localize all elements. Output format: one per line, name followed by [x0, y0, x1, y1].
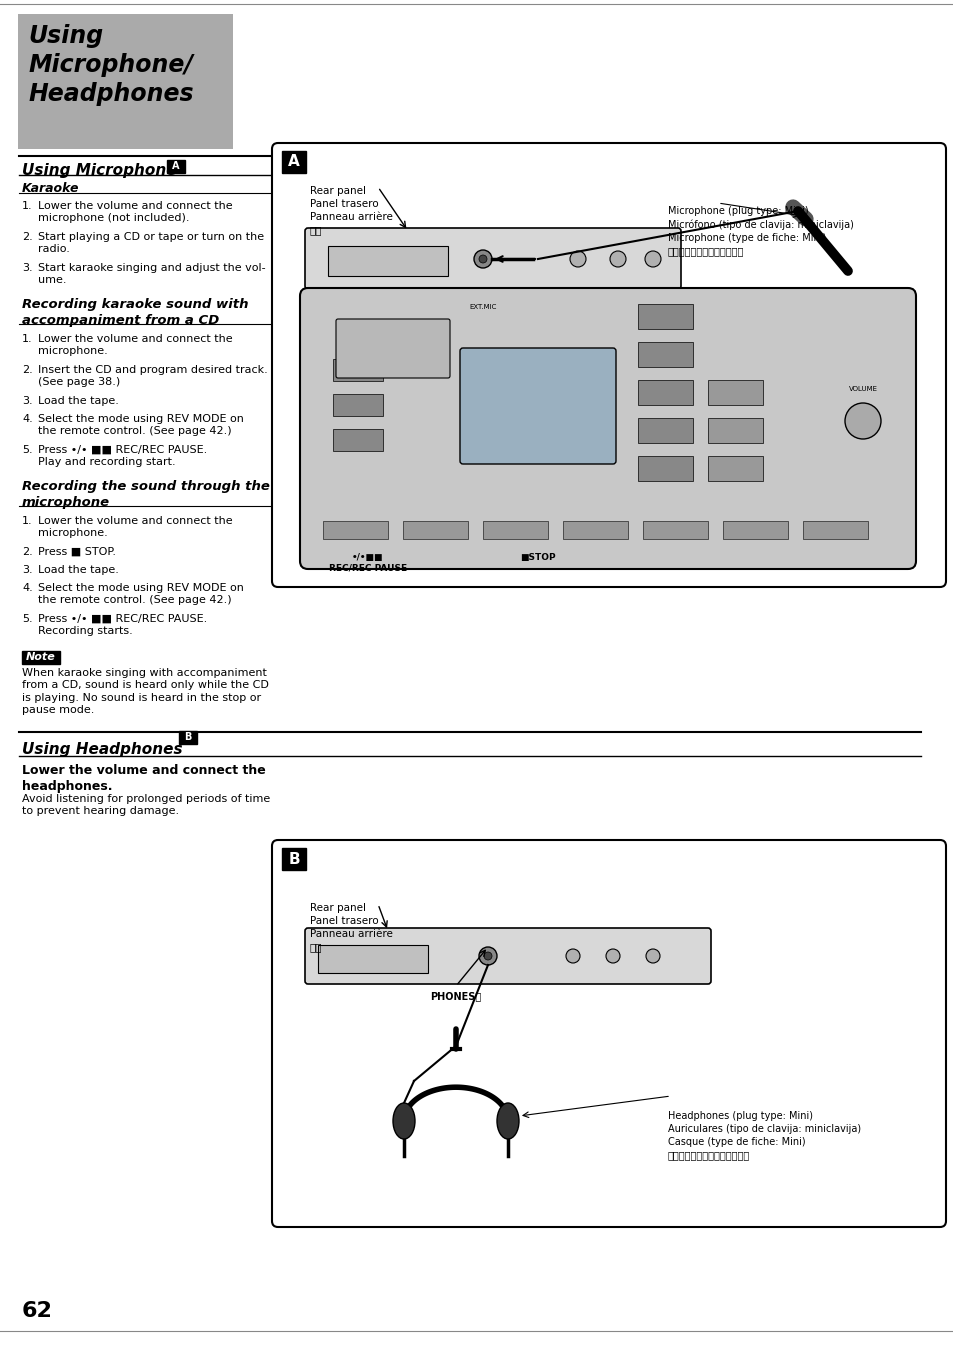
- Circle shape: [565, 948, 579, 963]
- Text: Select the mode using REV MODE on
the remote control. (See page 42.): Select the mode using REV MODE on the re…: [38, 414, 244, 436]
- Bar: [282, 151, 306, 173]
- Text: B: B: [288, 851, 299, 866]
- Text: 4.: 4.: [22, 583, 32, 594]
- Text: Recording the sound through the
microphone: Recording the sound through the micropho…: [22, 480, 270, 509]
- FancyBboxPatch shape: [299, 287, 915, 569]
- Text: Load the tape.: Load the tape.: [38, 397, 119, 406]
- Circle shape: [483, 952, 492, 960]
- Text: 2.: 2.: [22, 232, 32, 241]
- Circle shape: [644, 251, 660, 267]
- Bar: [707, 418, 762, 442]
- Circle shape: [474, 250, 492, 268]
- Text: Load the tape.: Load the tape.: [38, 565, 119, 575]
- Circle shape: [605, 948, 619, 963]
- Text: Using Microphone: Using Microphone: [22, 163, 176, 178]
- FancyBboxPatch shape: [305, 228, 680, 289]
- Text: VOLUME: VOLUME: [847, 386, 877, 393]
- Bar: [562, 521, 627, 540]
- Text: Start karaoke singing and adjust the vol-
ume.: Start karaoke singing and adjust the vol…: [38, 263, 265, 286]
- Text: Press ■ STOP.: Press ■ STOP.: [38, 546, 116, 557]
- Circle shape: [478, 255, 486, 263]
- Text: Press •/• ■■ REC/REC PAUSE.
Recording starts.: Press •/• ■■ REC/REC PAUSE. Recording st…: [38, 614, 207, 637]
- Ellipse shape: [497, 1103, 518, 1139]
- Bar: [402, 521, 468, 540]
- FancyBboxPatch shape: [459, 348, 616, 464]
- Text: Rear panel
Panel trasero
Panneau arrière
後板: Rear panel Panel trasero Panneau arrière…: [310, 186, 393, 236]
- Text: Using
Microphone/
Headphones: Using Microphone/ Headphones: [28, 24, 193, 105]
- Bar: [333, 429, 382, 451]
- Text: 3.: 3.: [22, 397, 32, 406]
- Text: Microphone (plug type: Mini)
Micrófono (tipo de clavija: miniclavija)
Microphone: Microphone (plug type: Mini) Micrófono (…: [667, 206, 853, 256]
- Text: Start playing a CD or tape or turn on the
radio.: Start playing a CD or tape or turn on th…: [38, 232, 264, 255]
- Bar: [22, 652, 60, 664]
- Circle shape: [645, 948, 659, 963]
- Text: 1.: 1.: [22, 335, 32, 344]
- Text: Select the mode using REV MODE on
the remote control. (See page 42.): Select the mode using REV MODE on the re…: [38, 583, 244, 606]
- Text: 5.: 5.: [22, 614, 32, 625]
- Bar: [707, 380, 762, 405]
- Bar: [167, 161, 185, 173]
- Circle shape: [844, 403, 880, 438]
- Text: Avoid listening for prolonged periods of time
to prevent hearing damage.: Avoid listening for prolonged periods of…: [22, 795, 270, 816]
- Text: Lower the volume and connect the
microphone.: Lower the volume and connect the microph…: [38, 335, 233, 356]
- Circle shape: [478, 947, 497, 965]
- Bar: [638, 343, 692, 367]
- Text: Recording karaoke sound with
accompaniment from a CD: Recording karaoke sound with accompanime…: [22, 298, 248, 326]
- Bar: [282, 849, 306, 870]
- Text: 4.: 4.: [22, 414, 32, 424]
- Text: 62: 62: [22, 1300, 52, 1321]
- Text: When karaoke singing with accompaniment
from a CD, sound is heard only while the: When karaoke singing with accompaniment …: [22, 668, 269, 715]
- Bar: [323, 521, 388, 540]
- Bar: [638, 456, 692, 482]
- Text: 1.: 1.: [22, 517, 32, 526]
- Text: A: A: [288, 155, 299, 170]
- Text: Karaoke: Karaoke: [22, 182, 79, 196]
- Circle shape: [569, 251, 585, 267]
- Text: 2.: 2.: [22, 366, 32, 375]
- Text: Headphones (plug type: Mini)
Auriculares (tipo de clavija: miniclavija)
Casque (: Headphones (plug type: Mini) Auriculares…: [667, 1112, 861, 1160]
- Circle shape: [609, 251, 625, 267]
- Text: 5.: 5.: [22, 445, 32, 455]
- Bar: [707, 456, 762, 482]
- Text: EXT.MIC: EXT.MIC: [469, 304, 497, 310]
- Text: A: A: [172, 161, 179, 171]
- FancyBboxPatch shape: [272, 840, 945, 1228]
- Text: PHONESⓄ: PHONESⓄ: [430, 992, 481, 1001]
- Text: Note: Note: [26, 653, 56, 662]
- Bar: [18, 13, 233, 148]
- Bar: [638, 418, 692, 442]
- Text: •/•■■
REC/REC PAUSE: •/•■■ REC/REC PAUSE: [329, 553, 407, 572]
- Bar: [638, 380, 692, 405]
- Bar: [482, 521, 547, 540]
- FancyBboxPatch shape: [305, 928, 710, 983]
- Text: Lower the volume and connect the
headphones.: Lower the volume and connect the headpho…: [22, 764, 266, 793]
- Text: B: B: [184, 733, 192, 742]
- Bar: [179, 731, 196, 745]
- Bar: [333, 359, 382, 380]
- Bar: [328, 246, 448, 277]
- Bar: [317, 946, 428, 973]
- Text: 3.: 3.: [22, 263, 32, 272]
- Bar: [642, 521, 707, 540]
- Text: Insert the CD and program desired track.
(See page 38.): Insert the CD and program desired track.…: [38, 366, 268, 387]
- Bar: [722, 521, 787, 540]
- Text: Using Headphones: Using Headphones: [22, 742, 182, 757]
- FancyBboxPatch shape: [335, 318, 450, 378]
- Text: 3.: 3.: [22, 565, 32, 575]
- Text: Lower the volume and connect the
microphone.: Lower the volume and connect the microph…: [38, 517, 233, 538]
- Bar: [638, 304, 692, 329]
- Text: Press •/• ■■ REC/REC PAUSE.
Play and recording start.: Press •/• ■■ REC/REC PAUSE. Play and rec…: [38, 445, 207, 467]
- Text: 2.: 2.: [22, 546, 32, 557]
- FancyBboxPatch shape: [272, 143, 945, 587]
- Bar: [802, 521, 867, 540]
- Bar: [333, 394, 382, 415]
- Ellipse shape: [393, 1103, 415, 1139]
- Text: Lower the volume and connect the
microphone (not included).: Lower the volume and connect the microph…: [38, 201, 233, 224]
- Text: Rear panel
Panel trasero
Panneau arrière
後板: Rear panel Panel trasero Panneau arrière…: [310, 902, 393, 952]
- Text: ■STOP: ■STOP: [519, 553, 556, 563]
- Text: 1.: 1.: [22, 201, 32, 210]
